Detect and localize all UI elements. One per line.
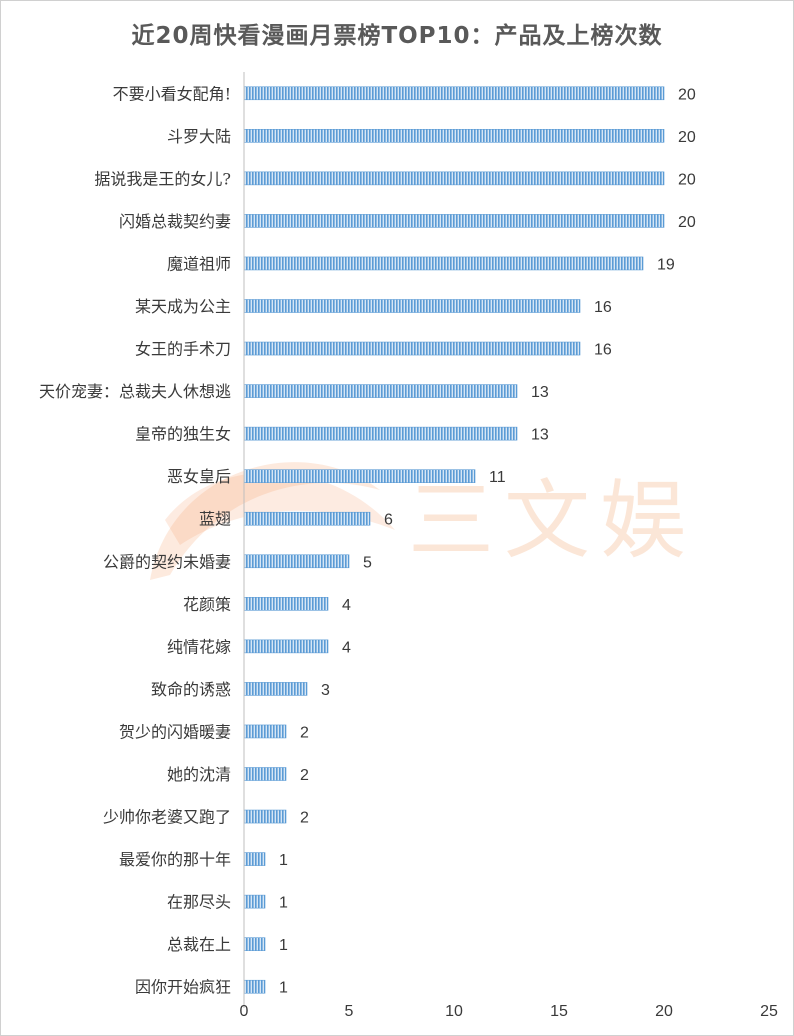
x-tick-label: 20 xyxy=(655,1003,673,1020)
bar xyxy=(243,171,665,186)
x-tick-label: 0 xyxy=(240,1003,249,1020)
data-label: 16 xyxy=(594,342,612,359)
category-label: 女王的手术刀 xyxy=(135,340,231,359)
data-label: 20 xyxy=(678,86,696,103)
bar xyxy=(243,299,581,313)
bar xyxy=(243,469,476,483)
bar xyxy=(243,809,287,824)
category-label: 少帅你老婆又跑了 xyxy=(103,808,231,827)
data-label: 1 xyxy=(279,937,288,954)
data-label: 5 xyxy=(363,554,372,571)
bar xyxy=(243,724,287,739)
data-label: 3 xyxy=(321,682,330,699)
data-label: 20 xyxy=(678,171,696,188)
data-label: 1 xyxy=(279,980,288,997)
data-label: 13 xyxy=(531,384,549,401)
category-label: 天价宠妻：总裁夫人休想逃 xyxy=(39,382,231,401)
data-label: 16 xyxy=(594,299,612,316)
category-label: 蓝翅 xyxy=(199,510,231,529)
category-label: 她的沈清 xyxy=(167,765,231,784)
watermark-text: 三文娱 xyxy=(408,471,696,571)
data-label: 1 xyxy=(279,852,288,869)
category-label: 皇帝的独生女 xyxy=(135,425,231,444)
bar xyxy=(243,852,266,866)
watermark-logo-swoosh-2 xyxy=(165,472,395,545)
bar xyxy=(243,511,371,526)
data-label: 11 xyxy=(489,469,506,486)
bar xyxy=(243,554,350,569)
bar xyxy=(243,384,518,398)
category-label: 斗罗大陆 xyxy=(167,127,231,146)
category-label: 总裁在上 xyxy=(167,935,231,954)
data-label: 1 xyxy=(279,895,288,912)
watermark-logo-swoosh xyxy=(150,462,380,580)
chart-title: 近20周快看漫画月票榜TOP10：产品及上榜次数 xyxy=(131,23,663,49)
watermark: 三文娱 xyxy=(150,462,696,580)
data-label: 13 xyxy=(531,427,549,444)
bar xyxy=(243,256,644,271)
data-label: 20 xyxy=(678,129,696,146)
category-label: 某天成为公主 xyxy=(135,297,231,316)
category-label: 公爵的契约未婚妻 xyxy=(103,552,231,571)
data-label: 4 xyxy=(342,639,351,656)
bar xyxy=(243,767,287,781)
data-label: 20 xyxy=(678,214,696,231)
bar xyxy=(243,639,329,654)
category-label: 在那尽头 xyxy=(167,893,231,912)
bar xyxy=(243,341,581,356)
data-label: 2 xyxy=(300,767,309,784)
bar xyxy=(243,86,665,101)
x-tick-label: 15 xyxy=(550,1003,568,1020)
data-label: 2 xyxy=(300,810,309,827)
category-label: 贺少的闪婚暖妻 xyxy=(119,722,231,741)
category-label: 花颜策 xyxy=(183,595,231,614)
category-label: 闪婚总裁契约妻 xyxy=(119,212,231,231)
category-label: 最爱你的那十年 xyxy=(119,850,231,869)
bar xyxy=(243,979,266,994)
category-label: 魔道祖师 xyxy=(167,254,231,273)
category-label: 不要小看女配角! xyxy=(113,84,231,103)
bar xyxy=(243,597,329,611)
bar xyxy=(243,894,266,909)
category-label: 纯情花嫁 xyxy=(167,637,231,656)
x-tick-label: 5 xyxy=(345,1003,354,1020)
bar xyxy=(243,129,665,143)
data-label: 4 xyxy=(342,597,351,614)
data-label: 19 xyxy=(657,256,675,273)
category-label: 恶女皇后 xyxy=(167,467,231,486)
x-tick-label: 25 xyxy=(760,1003,778,1020)
bar xyxy=(243,426,518,441)
data-label: 2 xyxy=(300,724,309,741)
category-label: 因你开始疯狂 xyxy=(135,978,231,997)
x-tick-label: 10 xyxy=(445,1003,463,1020)
category-label: 致命的诱惑 xyxy=(151,680,231,699)
bar xyxy=(243,682,308,696)
category-label: 据说我是王的女儿? xyxy=(94,169,231,188)
bar xyxy=(243,937,266,951)
data-label: 6 xyxy=(384,512,393,529)
bar xyxy=(243,214,665,228)
